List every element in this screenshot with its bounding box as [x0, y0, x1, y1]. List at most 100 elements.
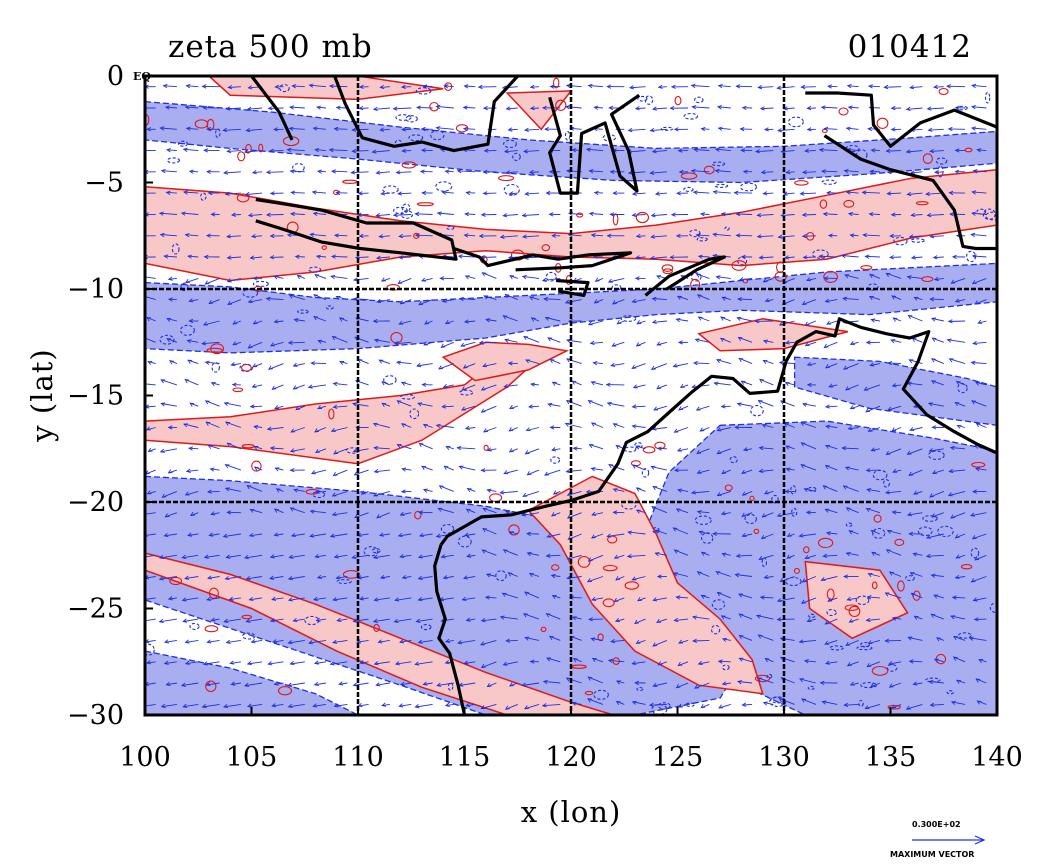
- wind-vector: [823, 213, 838, 215]
- wind-vector-head: [225, 639, 231, 644]
- wind-vector-head: [716, 450, 722, 455]
- wind-vector-head: [910, 592, 916, 598]
- wind-vector-head: [776, 598, 782, 603]
- wind-vector-head: [504, 509, 511, 515]
- wind-vector: [268, 661, 284, 665]
- wind-vector-head: [566, 575, 572, 580]
- positive-contour-blob: [612, 213, 619, 226]
- wind-vector: [231, 363, 241, 366]
- wind-vector: [145, 276, 156, 279]
- wind-vector-head: [269, 191, 275, 196]
- wind-vector-head: [846, 596, 852, 601]
- wind-vector-head: [631, 298, 637, 304]
- wind-vector-head: [164, 105, 170, 110]
- wind-vector-head: [716, 359, 722, 364]
- wind-vector: [161, 379, 178, 386]
- wind-vector: [225, 576, 241, 580]
- wind-vector-head: [934, 169, 939, 175]
- wind-vector: [443, 384, 454, 388]
- wind-vector: [487, 448, 497, 451]
- wind-vector-head: [863, 386, 869, 391]
- negative-contour-blob: [690, 272, 702, 282]
- wind-vector-head: [461, 596, 467, 602]
- wind-vector-head: [806, 277, 812, 282]
- positive-contour-blob: [971, 461, 986, 468]
- wind-vector-head: [566, 338, 572, 343]
- wind-vector: [737, 681, 753, 684]
- wind-vector-head: [461, 386, 467, 391]
- positive-contour-blob: [731, 260, 747, 271]
- wind-vector-head: [864, 705, 870, 710]
- wind-vector: [868, 85, 880, 88]
- wind-vector-head: [331, 511, 337, 517]
- wind-vector-head: [948, 468, 954, 474]
- positive-contour-blob: [232, 387, 244, 393]
- wind-vector-head: [463, 84, 469, 89]
- wind-vector-head: [551, 595, 557, 599]
- wind-vector: [977, 149, 987, 152]
- wind-vector: [591, 533, 604, 539]
- wind-vector: [481, 618, 497, 622]
- wind-vector: [312, 191, 327, 194]
- wind-vector: [487, 489, 497, 492]
- wind-vector-head: [504, 293, 510, 299]
- wind-vector-head: [717, 126, 723, 131]
- wind-vector-head: [824, 298, 830, 303]
- wind-vector-head: [438, 365, 444, 370]
- wind-vector: [735, 574, 753, 577]
- wind-vector: [805, 341, 817, 347]
- wind-vector-head: [530, 382, 536, 387]
- wind-vector-head: [913, 490, 919, 495]
- wind-vector-head: [227, 300, 233, 306]
- wind-vector: [291, 533, 305, 537]
- wind-vector-head: [889, 255, 895, 260]
- wind-vector-head: [546, 657, 551, 662]
- wind-vector: [376, 171, 390, 174]
- wind-vector-head: [460, 406, 466, 411]
- wind-vector-head: [849, 233, 855, 238]
- wind-vector: [330, 533, 348, 537]
- positive-contour-blob: [236, 193, 250, 203]
- negative-contour-blob: [807, 486, 817, 492]
- wind-vector: [483, 427, 497, 433]
- wind-vector: [333, 382, 348, 386]
- wind-vector-head: [399, 554, 405, 559]
- wind-vector-head: [849, 681, 855, 686]
- negative-contour-blob: [395, 114, 412, 121]
- wind-vector: [274, 275, 284, 279]
- wind-vector: [445, 703, 454, 707]
- wind-vector: [314, 661, 327, 664]
- wind-vector-head: [140, 555, 144, 558]
- wind-vector-head: [635, 639, 641, 644]
- wind-vector-head: [848, 618, 854, 623]
- wind-vector-head: [288, 554, 294, 559]
- wind-vector-head: [754, 319, 760, 324]
- wind-vector: [628, 128, 646, 131]
- wind-vector-head: [885, 490, 891, 495]
- wind-vector-head: [273, 508, 279, 513]
- wind-vector: [529, 171, 540, 173]
- wind-vector-head: [205, 682, 211, 687]
- wind-vector-head: [308, 640, 313, 645]
- wind-vector: [932, 469, 944, 474]
- wind-vector: [314, 682, 327, 686]
- wind-vector: [546, 554, 561, 557]
- wind-vector: [354, 512, 369, 519]
- wind-vector-head: [249, 255, 255, 260]
- wind-vector-head: [481, 272, 487, 277]
- x-tick-label: 140: [971, 742, 1023, 773]
- wind-vector-head: [313, 294, 318, 299]
- positive-contour-blob: [416, 202, 434, 207]
- wind-vector-head: [627, 128, 633, 133]
- wind-vector-head: [275, 488, 281, 493]
- wind-vector: [185, 576, 199, 580]
- wind-vector-head: [615, 680, 621, 685]
- wind-vector: [159, 554, 177, 559]
- wind-vector: [572, 702, 582, 705]
- wind-vector-head: [147, 447, 153, 453]
- wind-vector: [758, 86, 774, 88]
- wind-vector-head: [526, 552, 532, 557]
- positive-contour-blob: [624, 581, 640, 590]
- negative-contour-blob: [211, 362, 220, 373]
- wind-vector-head: [696, 571, 702, 576]
